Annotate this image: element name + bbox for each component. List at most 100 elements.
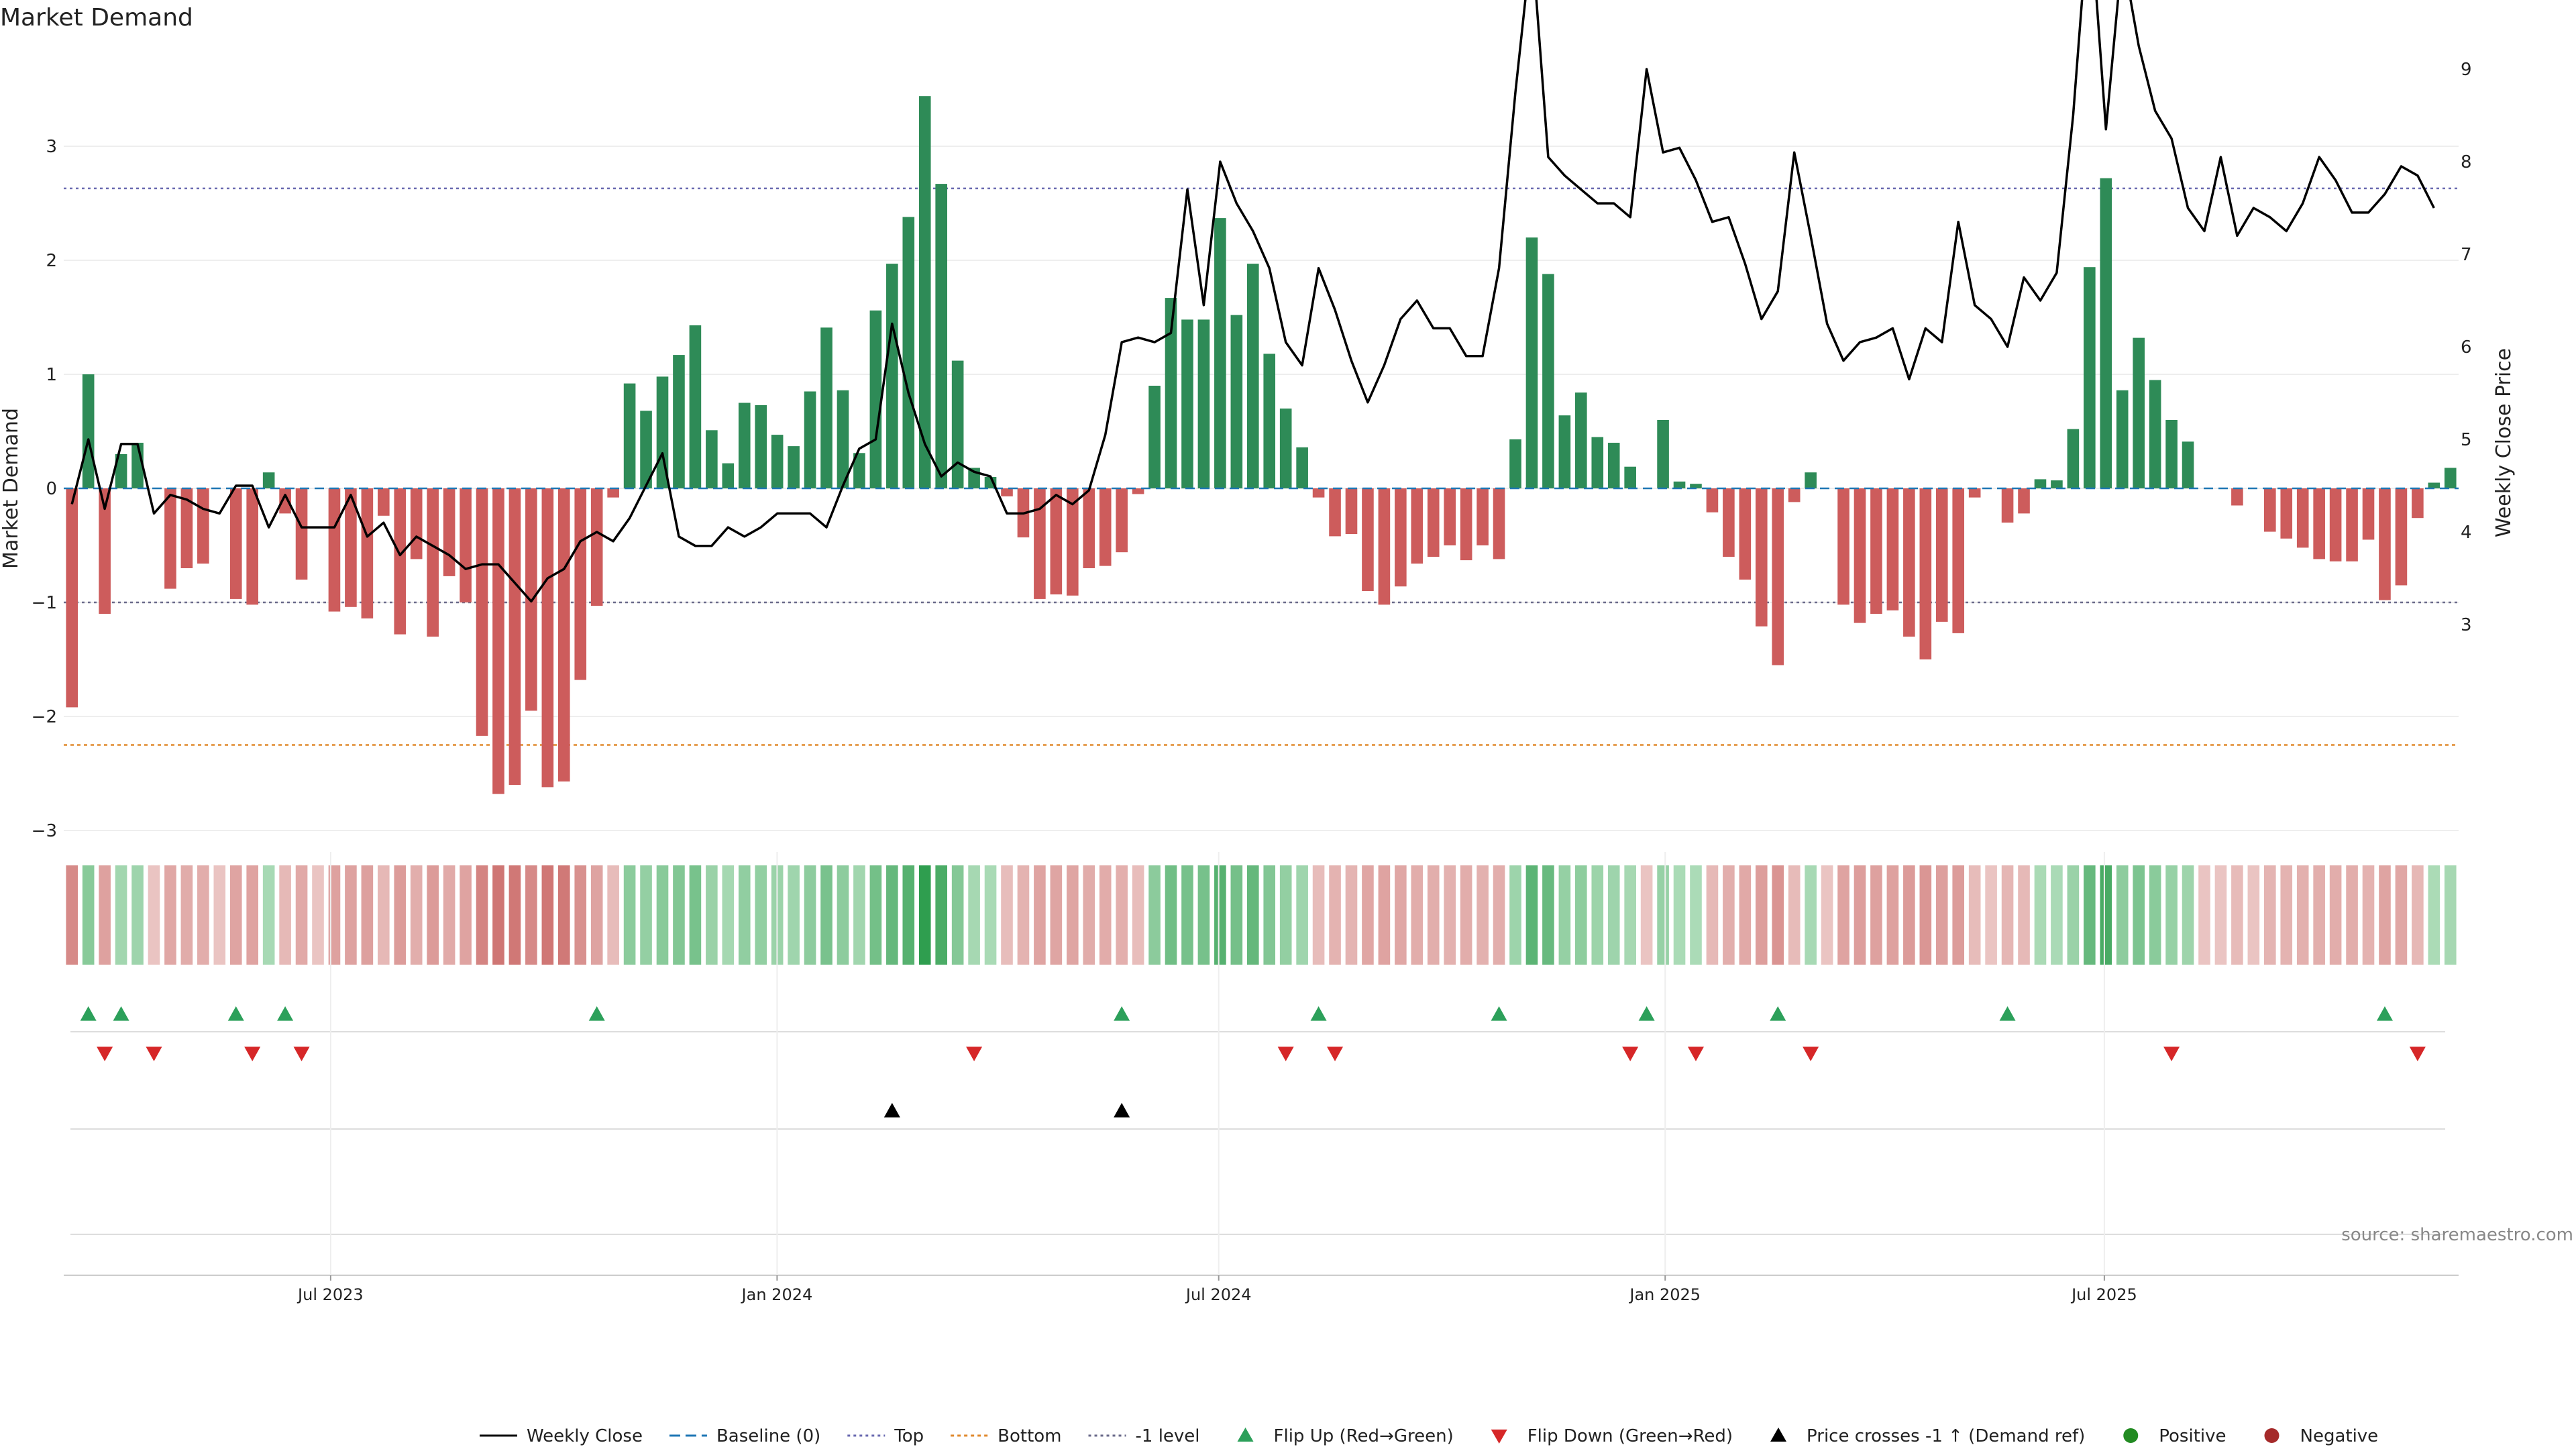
heat-cell [2133,865,2145,965]
heat-cell [804,865,816,965]
heat-cell [525,865,537,965]
demand-bar [1935,488,1948,622]
heat-cell [853,865,865,965]
demand-bar [771,435,784,488]
y-tick-label: −1 [32,593,57,613]
demand-bar [361,488,374,619]
legend-item: Flip Down (Green→Red) [1491,1426,1733,1446]
demand-bar [706,430,718,488]
heat-cell [1050,865,1063,965]
flip-up-marker [1770,1006,1786,1021]
heat-cell [1607,865,1620,965]
heat-cell [1706,865,1719,965]
demand-bar [443,488,455,576]
demand-bars [66,96,2457,794]
price-cross-marker [1114,1103,1130,1118]
heat-cell [984,865,997,965]
heat-cell [1132,865,1144,965]
demand-bar [1312,488,1325,498]
demand-bar [2051,480,2063,488]
demand-bar [574,488,587,680]
demand-bar [689,325,702,488]
heat-cell [508,865,521,965]
legend-item: Price crosses -1 ↑ (Demand ref) [1770,1426,2085,1446]
demand-bar [557,488,570,782]
heat-cell [1935,865,1948,965]
heat-cell [443,865,455,965]
legend: Weekly Close Baseline (0) Top Bottom -1 leve… [480,1426,2378,1446]
demand-bar [1263,354,1276,488]
demand-bar [1477,488,1489,545]
flip-up-marker [1999,1006,2016,1021]
demand-bar [1525,237,1538,488]
heat-cell [1148,865,1161,965]
demand-bar [1854,488,1866,623]
heat-cell [2412,865,2424,965]
flip-up-marker [2376,1006,2393,1021]
heat-cell [1083,865,1095,965]
y2-tick-label: 6 [2461,337,2472,358]
level-lines [64,187,2459,746]
legend-label: Weekly Close [527,1426,643,1446]
heat-cell [1525,865,1538,965]
y-axis-right: 34567891011 [2461,60,2472,635]
legend-swatch [1770,1428,1787,1442]
y2-tick-label: 5 [2461,430,2472,450]
heat-cell [1657,865,1669,965]
demand-bar [788,446,800,488]
demand-bar [1148,386,1161,488]
y2-tick-label: 4 [2461,523,2472,543]
heat-cell [1690,865,1702,965]
heat-cell [1099,865,1112,965]
demand-bar [1329,488,1341,537]
legend-label: Negative [2300,1426,2379,1446]
legend-swatch [1237,1428,1254,1442]
flip-down-marker [1622,1046,1639,1061]
heat-cell [886,865,898,965]
heat-cell [2444,865,2457,965]
heat-cell [1821,865,1833,965]
heat-cell [197,865,209,965]
heat-cell [2034,865,2047,965]
demand-bar [1755,488,1768,627]
demand-bar [2263,488,2276,532]
heat-cell [1312,865,1325,965]
demand-bar [2067,429,2080,488]
demand-heat-strip [66,865,2457,965]
demand-bar [295,488,308,580]
demand-bar [2231,488,2243,506]
demand-bar [1296,447,1308,488]
demand-bar [82,374,95,488]
x-tick-label: Jul 2025 [2070,1285,2137,1304]
demand-bar [1624,466,1636,488]
heat-cell [2379,865,2391,965]
demand-bar [820,327,833,488]
x-tick-label: Jan 2025 [1628,1285,1701,1304]
demand-bar [66,488,78,708]
demand-bar [2084,267,2096,488]
heat-cell [2165,865,2178,965]
demand-bar [1542,274,1554,488]
heat-cell [1279,865,1292,965]
heat-cell [2263,865,2276,965]
demand-bar [722,463,735,488]
heat-cell [1411,865,1424,965]
demand-bar [1197,319,1210,488]
heat-cell [1034,865,1046,965]
heat-cell [1985,865,1997,965]
demand-bar [460,488,472,602]
demand-bar [1132,488,1144,494]
demand-bar [476,488,488,736]
heat-cell [706,865,718,965]
heat-cell [1116,865,1128,965]
demand-bar [1591,437,1604,488]
lower-panels [64,852,2459,1276]
demand-bar [1099,488,1112,566]
heat-cell [837,865,849,965]
heat-cell [2296,865,2309,965]
legend-label: Flip Up (Red→Green) [1274,1426,1454,1446]
flip-up-marker [1114,1006,1130,1021]
heat-cell [1246,865,1259,965]
heat-cell [738,865,751,965]
heat-cell [66,865,78,965]
